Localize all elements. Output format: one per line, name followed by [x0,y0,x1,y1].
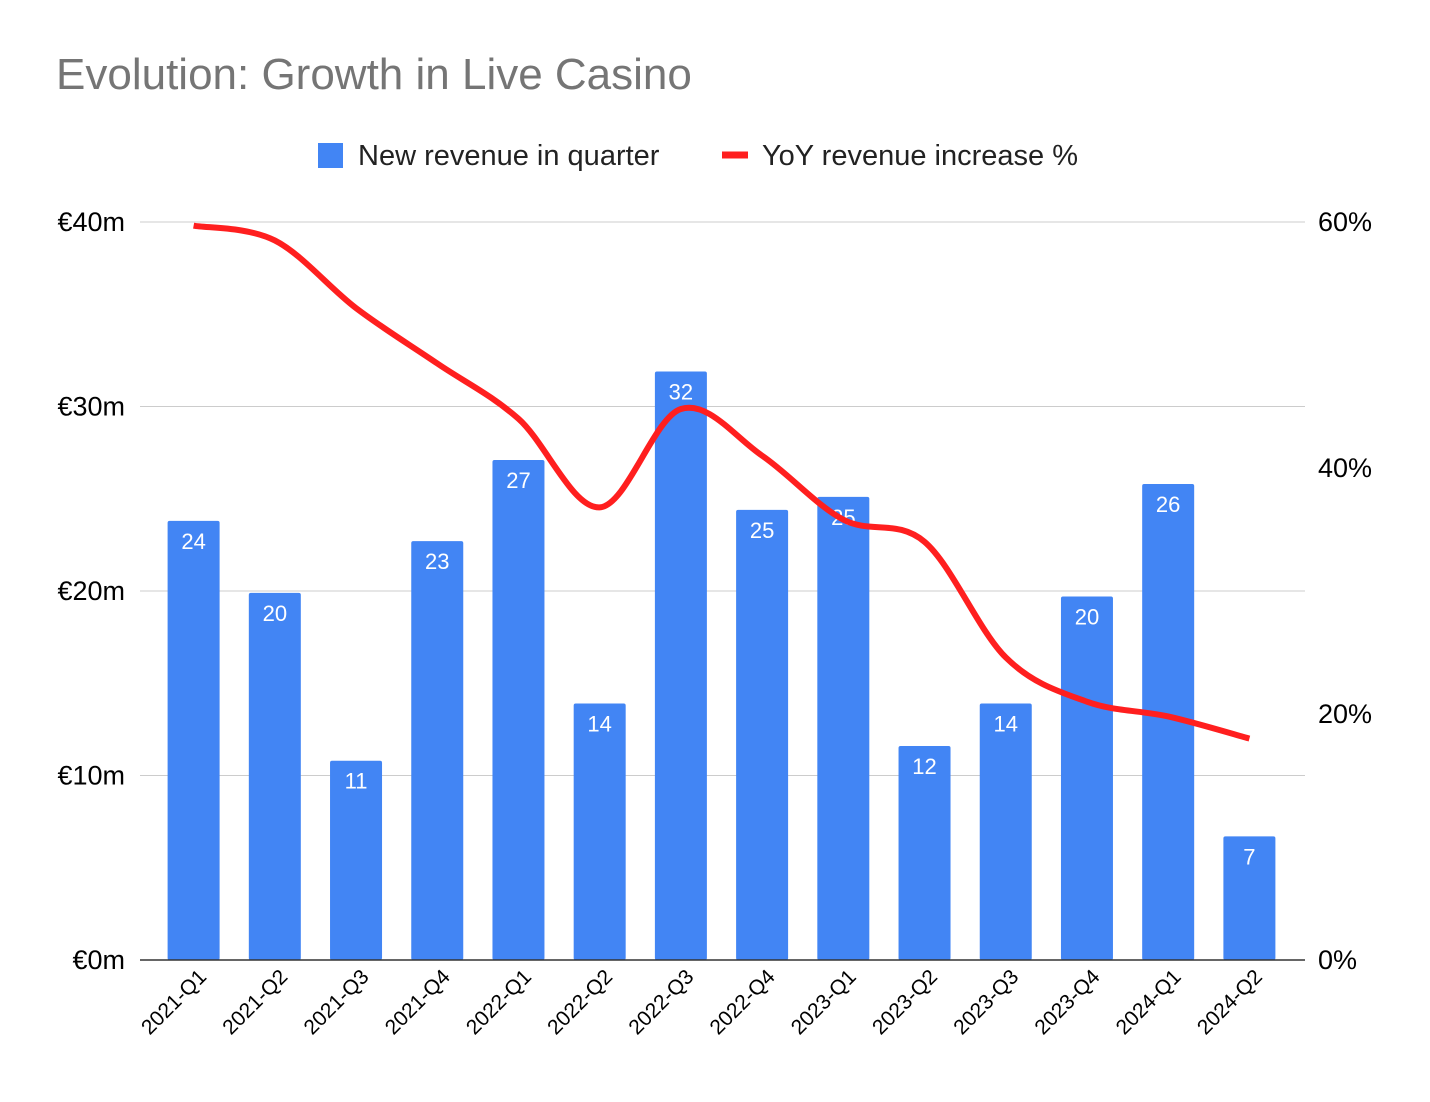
bar [330,760,383,960]
legend: New revenue in quarter YoY revenue increa… [318,140,1078,172]
x-tick-label: 2021-Q3 [300,965,374,1039]
bar-value-label: 20 [263,601,287,626]
bar-value-label: 23 [425,549,449,574]
chart-title: Evolution: Growth in Live Casino [56,50,692,99]
x-tick-label: 2021-Q2 [218,965,292,1039]
y-right-tick-label: 0% [1318,945,1357,975]
bar-value-label: 20 [1075,605,1099,630]
bar-value-label: 32 [669,379,693,404]
y-left-tick-label: €30m [57,392,125,422]
y-left-tick-label: €40m [57,207,125,237]
x-tick-label: 2021-Q4 [381,965,455,1039]
x-tick-label: 2023-Q3 [949,965,1023,1039]
bar [817,496,870,960]
yoy-line [193,222,1251,742]
y-right-tick-label: 20% [1318,699,1372,729]
bar [573,703,626,960]
legend-bar-swatch [318,143,343,168]
x-tick-label: 2022-Q1 [462,965,536,1039]
bar [1060,596,1113,960]
y-left-tick-label: €10m [57,761,125,791]
x-tick-label: 2023-Q4 [1030,965,1104,1039]
y-right-tick-label: 40% [1318,453,1372,483]
bar-value-label: 24 [181,529,205,554]
bar [1142,483,1195,960]
y-left-tick-label: €0m [72,945,125,975]
bar [411,541,464,960]
x-tick-label: 2021-Q1 [137,965,211,1039]
bar-value-label: 12 [912,754,936,779]
bar-value-label: 27 [506,468,530,493]
y-right-tick-label: 60% [1318,207,1372,237]
bar [167,520,220,960]
y-left-tick-label: €20m [57,576,125,606]
bar-value-label: 26 [1156,492,1180,517]
bar [654,371,707,960]
bar [736,509,789,960]
bar-value-label: 25 [750,518,774,543]
x-tick-label: 2024-Q1 [1112,965,1186,1039]
x-tick-label: 2022-Q2 [543,965,617,1039]
bar-series [167,371,1276,960]
legend-bar-label: New revenue in quarter [358,140,660,172]
bar [898,745,951,960]
x-tick-label: 2024-Q2 [1193,965,1267,1039]
legend-line-label: YoY revenue increase % [762,140,1078,172]
bar [979,703,1032,960]
x-tick-label: 2022-Q4 [706,965,780,1039]
bar [492,460,545,960]
x-tick-label: 2023-Q2 [868,965,942,1039]
bar [1223,836,1276,960]
gridlines [140,221,1305,776]
line-series [193,222,1251,742]
bar-value-label: 7 [1243,844,1255,869]
x-tick-label: 2023-Q1 [787,965,861,1039]
bar-value-label: 14 [994,712,1018,737]
bar-value-label: 11 [345,769,368,794]
x-tick-label: 2022-Q3 [624,965,698,1039]
bar [248,592,301,960]
bar-value-label: 14 [587,712,611,737]
